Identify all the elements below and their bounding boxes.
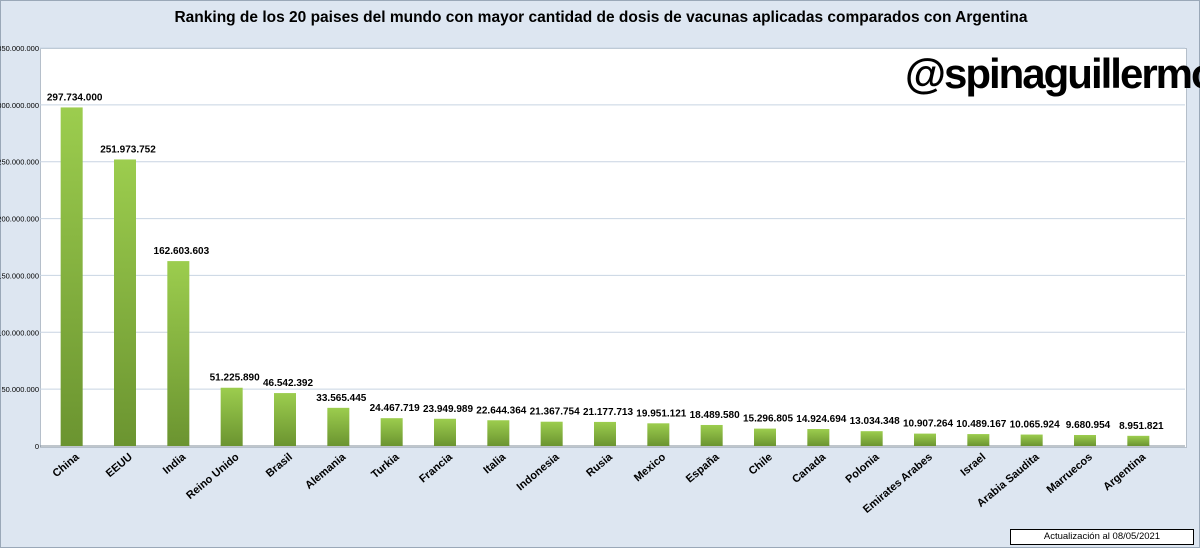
bar: [914, 433, 936, 446]
data-label: 13.034.348: [850, 416, 900, 427]
bar: [700, 424, 723, 446]
bar: [807, 429, 830, 446]
bar: [220, 387, 243, 446]
x-tick-label: Italia: [481, 451, 509, 477]
data-label: 9.680.954: [1066, 420, 1111, 431]
x-tick-label: Israel: [959, 451, 989, 479]
x-tick-label: Canada: [790, 451, 829, 486]
x-tick-label: EEUU: [104, 451, 135, 480]
plot-area: [40, 48, 1187, 448]
x-tick-label: Brasil: [264, 451, 295, 480]
data-label: 46.542.392: [263, 378, 313, 389]
bar: [380, 418, 403, 446]
x-tick-label: Francia: [417, 451, 455, 486]
x-tick-label: España: [684, 451, 722, 486]
bar: [754, 428, 776, 446]
data-label: 15.296.805: [743, 414, 793, 425]
data-label: 10.489.167: [956, 419, 1006, 430]
y-tick-label: 350.000.000: [0, 44, 39, 53]
data-label: 14.924.694: [796, 414, 846, 425]
x-tick-label: Indonesia: [515, 451, 563, 494]
data-label: 8.951.821: [1119, 421, 1164, 432]
bar: [274, 393, 296, 446]
bar: [594, 421, 616, 446]
bar: [434, 418, 456, 446]
data-label: 10.065.924: [1010, 420, 1060, 431]
y-tick-label: 250.000.000: [0, 158, 39, 167]
bar: [114, 159, 136, 446]
bar: [167, 261, 190, 446]
x-tick-label: Mexico: [632, 451, 668, 484]
x-tick-label: Alemania: [303, 451, 349, 492]
data-label: 10.907.264: [903, 419, 953, 430]
x-tick-label: Marruecos: [1045, 451, 1095, 496]
bar: [647, 423, 670, 446]
y-tick-label: 150.000.000: [0, 271, 39, 280]
data-label: 21.177.713: [583, 407, 633, 418]
bar: [60, 107, 83, 447]
x-tick-label: China: [50, 451, 82, 480]
chart-title: Ranking de los 20 paises del mundo con m…: [174, 9, 1028, 26]
x-tick-label: Reino Unido: [184, 451, 242, 502]
y-tick-label: 300.000.000: [0, 101, 39, 110]
x-tick-label: Polonia: [843, 451, 882, 486]
data-label: 23.949.989: [423, 404, 473, 415]
data-label: 22.644.364: [476, 405, 526, 416]
bar: [327, 407, 350, 446]
bar: [1074, 434, 1096, 446]
bar: [967, 434, 990, 446]
update-note: Actualización al 08/05/2021: [1010, 529, 1194, 545]
data-label: 18.489.580: [690, 410, 740, 421]
x-tick-label: India: [161, 451, 189, 477]
y-tick-label: 200.000.000: [0, 215, 39, 224]
bar: [1127, 435, 1150, 446]
x-tick-label: Turkia: [369, 451, 402, 481]
bar: [487, 420, 510, 446]
data-label: 251.973.752: [100, 144, 156, 155]
y-tick-label: 100.000.000: [0, 328, 39, 337]
x-tick-label: Argentina: [1101, 451, 1149, 494]
data-label: 297.734.000: [47, 92, 103, 103]
data-label: 19.951.121: [636, 408, 686, 419]
bar: [540, 421, 563, 446]
x-tick-label: Rusia: [584, 451, 615, 480]
data-label: 51.225.890: [210, 373, 260, 384]
y-tick-label: 0: [35, 442, 39, 451]
data-label: 24.467.719: [370, 403, 420, 414]
data-label: 33.565.445: [316, 393, 366, 404]
x-tick-label: Chile: [747, 451, 775, 477]
watermark-handle: @spinaguillermo: [905, 50, 1200, 97]
bar: [860, 431, 883, 446]
data-label: 162.603.603: [154, 246, 210, 257]
y-tick-label: 50.000.000: [1, 385, 39, 394]
data-label: 21.367.754: [530, 407, 580, 418]
bar: [1020, 434, 1043, 446]
